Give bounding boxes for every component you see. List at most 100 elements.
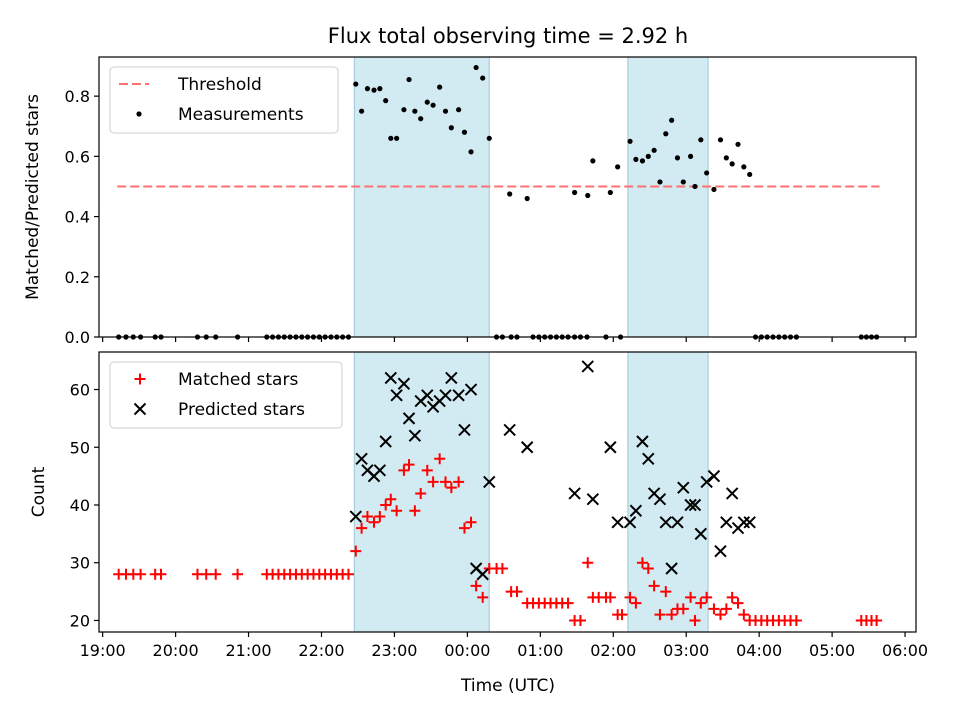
matched-stars-point [232,568,244,580]
measurement-point [657,179,663,185]
predicted-stars-point [402,412,416,425]
measurement-point [430,102,436,108]
measurement-point [633,156,639,162]
x-tick-label: 05:00 [809,641,855,660]
measurement-point [723,155,729,161]
matched-stars-point [477,591,489,603]
predicted-stars-point [520,441,534,454]
y-tick-label: 0.4 [65,208,90,227]
predicted-stars-point [445,371,458,385]
matched-stars-point [511,586,523,598]
matched-stars-point [582,557,594,569]
predicted-stars-point [714,544,727,558]
predicted-stars-point [408,429,422,442]
matched-stars-point [458,522,470,534]
y-tick-label: 0.0 [65,328,90,347]
matched-stars-point [689,614,701,626]
predicted-stars-point [421,389,434,402]
top-legend: Threshold Measurements [109,66,339,134]
bottom-legend: Matched stars Predicted stars [109,361,343,429]
matched-stars-point [720,603,732,615]
measurement-point [359,108,365,114]
measurement-point [353,81,359,87]
matched-stars-point [624,591,636,603]
matched-stars-point [403,459,415,471]
legend-predicted-swatch [133,402,147,416]
predicted-stars-point [623,516,637,529]
y-tick-label: 0.2 [65,268,90,287]
matched-stars-point [636,557,648,569]
legend-predicted-label: Predicted stars [178,400,305,420]
measurement-point [394,135,400,141]
matched-stars-point [356,522,368,534]
x-tick-label: 23:00 [371,641,417,660]
measurement-point [448,125,454,131]
x-tick-label: 01:00 [517,641,563,660]
predicted-stars-point [452,389,465,402]
predicted-stars-point [694,527,708,541]
matched-stars-point [210,568,222,580]
legend-box [109,66,339,134]
predicted-stars-point [604,441,617,454]
matched-stars-point [391,505,403,517]
matched-stars-point [445,482,457,494]
matched-stars-point [470,580,482,592]
measurement-point [692,183,698,190]
matched-stars-point [562,597,574,609]
predicted-stars-point [568,487,581,500]
predicted-stars-point [659,516,673,529]
matched-stars-point [368,516,380,528]
shaded-span-1 [353,56,490,338]
predicted-stars-point [642,452,655,466]
measurement-point [717,137,724,143]
measurement-point [473,64,479,71]
matched-stars-point [616,609,628,621]
y-tick-label: 20 [70,611,90,630]
measurement-point [468,149,474,155]
measurement-point [615,164,621,170]
matched-stars-point [701,591,713,603]
measurement-point [729,161,735,167]
measurement-point [507,191,513,197]
measurement-point [456,107,462,113]
bottom-panel: 19:00 20:00 21:00 22:00 23:00 00:00 01:00 02:00… [29,351,928,660]
predicted-stars-point [355,452,368,466]
top-y-axis-label: Matched/Predicted stars [23,94,43,300]
predicted-stars-point [688,498,702,512]
legend-measurements-swatch [136,111,142,117]
predicted-stars-point [629,504,643,517]
y-tick-label: 0.8 [65,87,90,106]
predicted-stars-point [671,516,684,529]
matched-stars-point [350,545,362,557]
x-tick-label: 02:00 [590,641,636,660]
y-tick-label: 0.6 [65,147,90,166]
matched-stars-point [465,516,477,528]
measurement-point [663,131,669,137]
matched-stars-point [342,568,354,580]
matched-stars-point [648,580,660,592]
predicted-stars-point [720,516,733,529]
measurement-point [741,164,747,170]
matched-stars-point [732,597,744,609]
predicted-stars-point [349,510,362,523]
predicted-stars-point [653,493,667,506]
x-tick-label: 03:00 [663,641,709,660]
measurement-point [590,158,596,164]
y-tick-label: 30 [70,554,90,573]
measurement-point [735,141,741,147]
x-tick-label: 00:00 [444,641,490,660]
predicted-stars-point [390,389,403,402]
matched-stars-point [135,568,147,580]
shaded-span-1 [353,351,490,633]
legend-matched-label: Matched stars [178,370,298,390]
matched-stars-point [453,476,465,488]
measurement-point [401,107,407,113]
matched-stars-point [790,614,802,626]
measurement-point [461,129,468,135]
measurement-point [674,155,681,161]
measurement-point [639,158,646,164]
predicted-stars-point [737,516,751,529]
legend-threshold-label: Threshold [177,75,262,95]
y-tick-label: 40 [70,496,90,515]
predicted-stars-point [464,383,478,396]
